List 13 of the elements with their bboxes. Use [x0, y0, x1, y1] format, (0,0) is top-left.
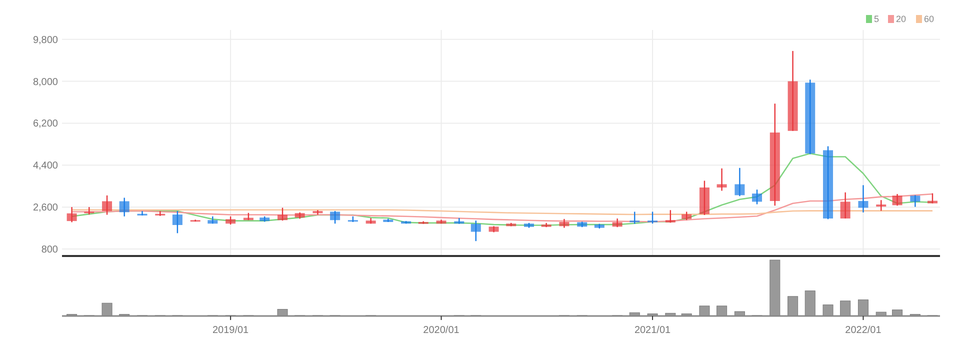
y-tick-label: 2,600 [32, 202, 58, 214]
legend-label: 5 [874, 14, 880, 24]
y-tick-label: 6,200 [32, 118, 58, 130]
x-tick-label: 2020/01 [423, 325, 460, 336]
y-tick-label: 9,800 [32, 34, 58, 46]
x-tick-label: 2021/01 [634, 325, 672, 336]
x-tick-label: 2022/01 [845, 325, 882, 336]
legend-label: 20 [896, 14, 906, 24]
y-tick-label: 4,400 [32, 160, 58, 172]
legend-label: 60 [924, 14, 934, 24]
y-tick-label: 800 [41, 244, 58, 256]
y-tick-label: 8,000 [32, 76, 58, 88]
x-tick-label: 2019/01 [212, 325, 250, 336]
